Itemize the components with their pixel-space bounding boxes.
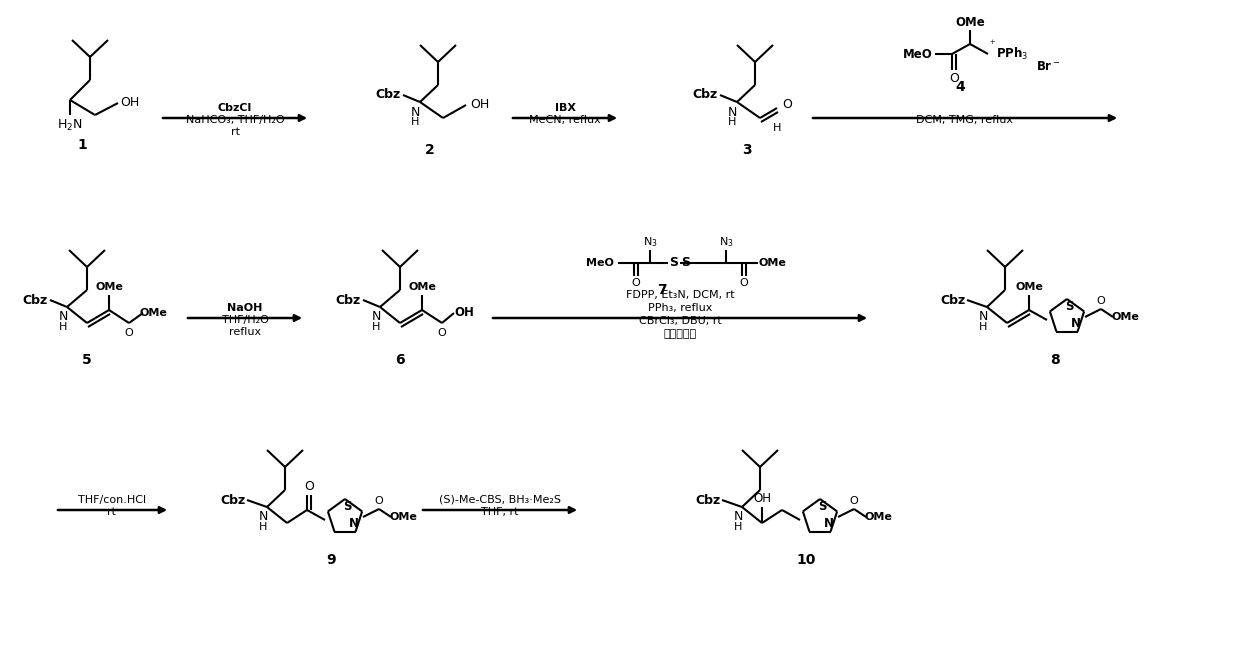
Text: Br$^-$: Br$^-$: [1035, 61, 1060, 74]
Text: THF, rt: THF, rt: [481, 507, 518, 517]
Text: O: O: [374, 496, 383, 506]
Text: （一锅法）: （一锅法）: [663, 329, 697, 339]
Text: H$_2$N: H$_2$N: [57, 117, 83, 133]
Text: Cbz: Cbz: [335, 294, 361, 307]
Text: CBrCl₃, DBU, rt: CBrCl₃, DBU, rt: [639, 316, 722, 326]
Text: IBX: IBX: [554, 103, 575, 113]
Text: N: N: [733, 510, 743, 523]
Text: NaHCO₃, THF/H₂O: NaHCO₃, THF/H₂O: [186, 115, 284, 125]
Text: OMe: OMe: [95, 282, 123, 292]
Text: CbzCl: CbzCl: [218, 103, 252, 113]
Text: Cbz: Cbz: [696, 493, 720, 506]
Text: OMe: OMe: [1111, 312, 1138, 322]
Text: OH: OH: [120, 96, 140, 109]
Text: (S)-Me-CBS, BH₃·Me₂S: (S)-Me-CBS, BH₃·Me₂S: [439, 495, 560, 505]
Text: MeCN, reflux: MeCN, reflux: [529, 115, 601, 125]
Text: PPh$_3$: PPh$_3$: [996, 46, 1028, 62]
Text: N: N: [1070, 317, 1080, 330]
Text: OMe: OMe: [955, 16, 985, 29]
Text: 9: 9: [326, 553, 336, 567]
Text: rt: rt: [108, 507, 117, 517]
Text: S: S: [682, 256, 691, 270]
Text: MeO: MeO: [587, 258, 614, 268]
Text: OMe: OMe: [139, 308, 167, 318]
Text: OMe: OMe: [758, 258, 786, 268]
Text: H: H: [259, 522, 267, 532]
Text: H: H: [773, 123, 781, 133]
Text: Cbz: Cbz: [940, 294, 966, 307]
Text: H: H: [978, 322, 987, 332]
Text: Cbz: Cbz: [221, 493, 246, 506]
Text: OMe: OMe: [408, 282, 436, 292]
Text: THF/H₂O: THF/H₂O: [222, 315, 268, 325]
Text: N: N: [823, 517, 833, 530]
Text: OH: OH: [454, 307, 474, 320]
Text: 1: 1: [77, 138, 87, 152]
Text: H: H: [372, 322, 381, 332]
Text: PPh₃, reflux: PPh₃, reflux: [647, 303, 712, 313]
Text: H: H: [58, 322, 67, 332]
Text: O: O: [631, 278, 640, 288]
Text: $^+$: $^+$: [988, 39, 996, 49]
Text: reflux: reflux: [229, 327, 262, 337]
Text: NaOH: NaOH: [227, 303, 263, 313]
Text: N: N: [58, 311, 68, 324]
Text: H: H: [410, 117, 419, 127]
Text: N: N: [978, 311, 988, 324]
Text: 8: 8: [1050, 353, 1060, 367]
Text: Cbz: Cbz: [692, 89, 718, 102]
Text: O: O: [949, 72, 959, 85]
Text: O: O: [739, 278, 749, 288]
Text: O: O: [304, 480, 314, 493]
Text: OMe: OMe: [864, 512, 892, 522]
Text: 7: 7: [657, 283, 667, 297]
Text: MeO: MeO: [903, 48, 932, 61]
Text: O: O: [125, 328, 134, 338]
Text: Cbz: Cbz: [22, 294, 47, 307]
Text: 3: 3: [743, 143, 751, 157]
Text: S: S: [1065, 301, 1074, 314]
Text: N: N: [410, 105, 419, 118]
Text: H: H: [734, 522, 743, 532]
Text: N: N: [728, 105, 737, 118]
Text: 4: 4: [955, 80, 965, 94]
Text: H: H: [728, 117, 737, 127]
Text: 6: 6: [396, 353, 404, 367]
Text: N: N: [348, 517, 358, 530]
Text: O: O: [782, 98, 792, 111]
Text: N: N: [258, 510, 268, 523]
Text: N$_3$: N$_3$: [719, 235, 733, 249]
Text: OH: OH: [753, 493, 771, 505]
Text: 5: 5: [82, 353, 92, 367]
Text: rt: rt: [231, 127, 239, 137]
Text: S: S: [670, 256, 678, 270]
Text: 10: 10: [796, 553, 816, 567]
Text: Cbz: Cbz: [376, 89, 401, 102]
Text: O: O: [1096, 296, 1105, 306]
Text: S: S: [342, 501, 351, 514]
Text: S: S: [817, 501, 826, 514]
Text: DCM, TMG, reflux: DCM, TMG, reflux: [916, 115, 1013, 125]
Text: OMe: OMe: [1016, 282, 1043, 292]
Text: OH: OH: [470, 98, 490, 111]
Text: FDPP, Et₃N, DCM, rt: FDPP, Et₃N, DCM, rt: [626, 290, 734, 300]
Text: N: N: [371, 311, 381, 324]
Text: OMe: OMe: [389, 512, 417, 522]
Text: THF/con.HCl: THF/con.HCl: [78, 495, 146, 505]
Text: O: O: [438, 328, 446, 338]
Text: O: O: [849, 496, 858, 506]
Text: 2: 2: [425, 143, 435, 157]
Text: N$_3$: N$_3$: [642, 235, 657, 249]
